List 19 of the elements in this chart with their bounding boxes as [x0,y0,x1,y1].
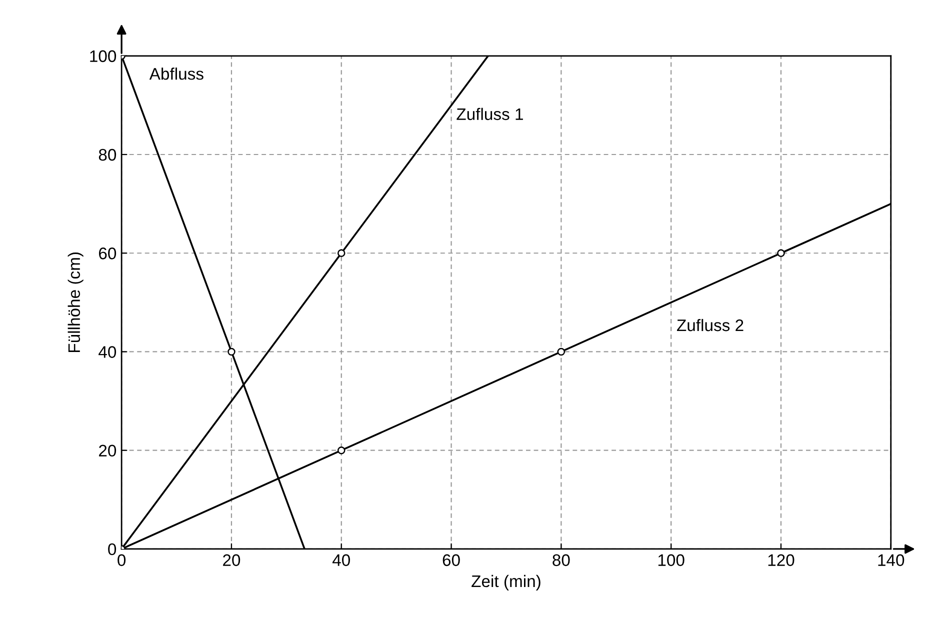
x-tick-label: 80 [552,554,570,566]
series-label: Abfluss [149,68,204,80]
x-tick-label: 120 [768,554,794,566]
x-tick-label: 40 [332,554,350,566]
x-tick-label: 60 [442,554,460,566]
series-label: Zufluss 1 [456,108,523,120]
y-tick-label: 40 [98,346,116,358]
y-tick-label: 0 [108,543,116,556]
x-tick-label: 100 [658,554,684,566]
y-tick-label: 60 [99,248,116,260]
x-tick-label: 0 [118,554,126,566]
x-axis-title: Zeit (min) [472,574,540,590]
y-axis-title: Füllhöhe (cm) [68,252,84,352]
y-tick-label: 100 [90,50,116,62]
y-tick-label: 80 [98,148,116,161]
x-tick-label: 140 [878,554,904,566]
y-tick-label: 20 [99,444,116,457]
series-label: Zufluss 2 [676,318,744,332]
x-tick-label: 20 [223,554,240,566]
